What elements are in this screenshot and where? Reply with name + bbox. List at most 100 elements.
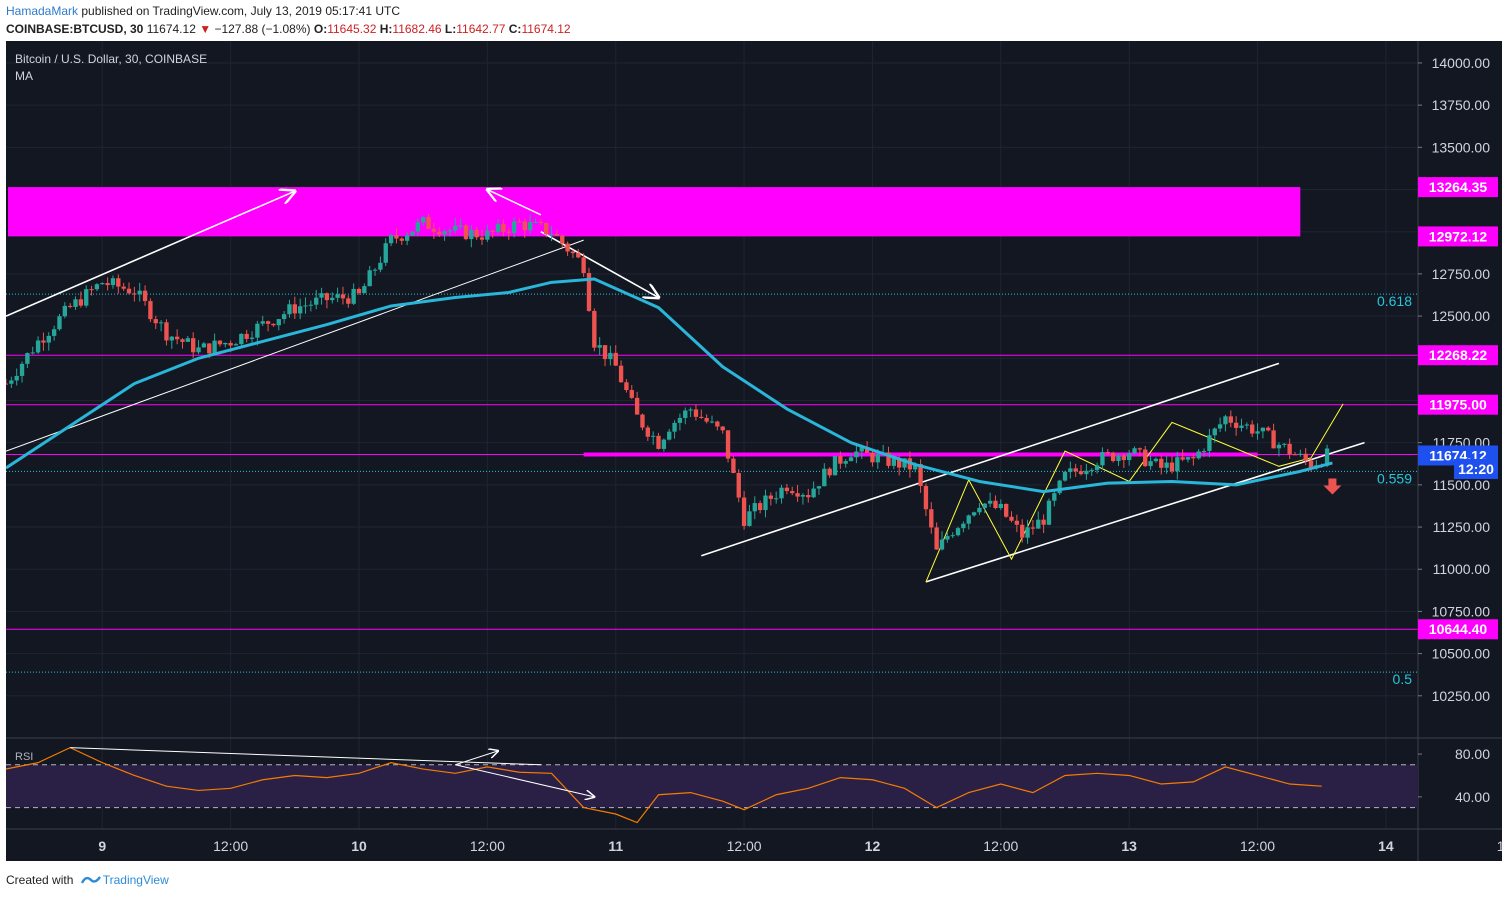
price-label: 11975.00	[1429, 397, 1487, 413]
candle-body	[506, 231, 511, 233]
candle-body	[1308, 460, 1314, 469]
candle-body	[281, 314, 287, 320]
candle-body	[1298, 453, 1303, 455]
chart-area[interactable]: 0.618 0.559 0.5 10250.00 10500.00 10750.00 11…	[6, 41, 1502, 861]
chart-svg[interactable]: 0.618 0.559 0.5 10250.00 10500.00 10750.00 11…	[6, 41, 1502, 861]
candle-body	[388, 235, 394, 244]
rsi-divergence-line	[70, 747, 541, 766]
candle-body	[827, 468, 832, 476]
candle-body	[1266, 427, 1271, 431]
close-label: C:	[508, 22, 522, 36]
candle-body	[704, 417, 709, 422]
candle-body	[634, 397, 640, 415]
rsi-line	[6, 746, 1322, 824]
candle-body	[196, 347, 201, 353]
candle-body	[89, 289, 94, 291]
candle-body	[1250, 424, 1255, 434]
legend-title: Bitcoin / U.S. Dollar, 30, COINBASE	[15, 52, 207, 66]
candle-body	[731, 458, 736, 473]
candle-body	[511, 221, 517, 233]
candle-body	[73, 299, 78, 307]
candle-body	[763, 495, 768, 511]
candle-body	[549, 234, 554, 236]
moving-average-line	[6, 277, 1333, 494]
candle-body	[324, 293, 330, 301]
candle-body	[688, 409, 693, 411]
candle-body	[1105, 452, 1110, 454]
candle-body	[1057, 480, 1062, 494]
candle-body	[683, 410, 688, 418]
candle-body	[501, 224, 506, 232]
candle-body	[1191, 457, 1196, 459]
candle-body	[629, 390, 634, 398]
candle-body	[158, 322, 164, 324]
candle-body	[169, 336, 174, 341]
down-arrow-icon: ▼	[199, 22, 212, 36]
candle-body	[982, 503, 987, 508]
candle-body	[164, 322, 169, 341]
candle-body	[741, 497, 747, 526]
candle-body	[100, 283, 105, 285]
author-link[interactable]: HamadaMark	[6, 4, 79, 18]
candle-body	[442, 231, 447, 235]
candle-body	[297, 306, 303, 314]
candle-body	[1137, 448, 1143, 450]
candle-body	[832, 456, 838, 476]
resistance-zone	[8, 187, 1301, 237]
candle-body	[6, 383, 9, 385]
candle-body	[757, 503, 763, 511]
close-value: 11674.12	[521, 22, 571, 36]
candle-body	[260, 321, 265, 324]
candle-body	[233, 344, 239, 346]
candle-body	[362, 286, 367, 294]
rsi-arrow-down	[455, 764, 594, 797]
candle-body	[1303, 453, 1308, 461]
price-label-bg	[1418, 619, 1498, 640]
rsi-label: RSI	[15, 751, 33, 763]
time-tick-label: 12:00	[1497, 838, 1502, 854]
candle-body	[768, 495, 774, 499]
legend-indicator: MA	[15, 69, 33, 83]
candle-body	[886, 452, 891, 466]
time-tick-label: 12:00	[213, 838, 248, 854]
candle-body	[1084, 470, 1089, 475]
candle-body	[897, 457, 902, 468]
candle-body	[795, 493, 800, 497]
candle-body	[624, 382, 629, 391]
rsi-arrow-up	[455, 751, 498, 766]
price-label-bg	[1418, 226, 1498, 247]
candle-body	[1089, 469, 1094, 471]
candle-body	[560, 235, 565, 244]
candle-body	[1276, 444, 1282, 449]
time-tick-label: 11	[608, 838, 623, 854]
candle-body	[1212, 428, 1217, 436]
candle-body	[677, 417, 683, 423]
candle-body	[618, 365, 624, 383]
candle-body	[35, 340, 41, 353]
candle-body	[1009, 516, 1014, 521]
candle-body	[94, 284, 100, 290]
rsi-tick-label: 80.00	[1455, 746, 1490, 762]
low-label: L:	[444, 22, 457, 36]
candle-body	[255, 323, 260, 338]
candle-body	[602, 345, 608, 360]
candle-body	[137, 290, 142, 295]
tradingview-brand-link[interactable]: TradingView	[102, 873, 169, 887]
price-label: 10644.40	[1429, 621, 1488, 637]
candle-body	[1239, 425, 1244, 428]
candle-body	[287, 304, 292, 315]
candle-body	[469, 229, 474, 240]
candle-body	[276, 319, 281, 326]
price-label-bg	[1418, 394, 1498, 415]
candle-body	[110, 278, 116, 286]
candle-body	[394, 235, 399, 239]
candle-body	[426, 217, 431, 229]
candle-body	[929, 509, 934, 528]
channel-lower-line	[925, 441, 1365, 583]
published-text: published on TradingView.com, July 13, 2…	[81, 4, 401, 18]
candle-body	[62, 305, 68, 317]
candle-body	[1244, 424, 1250, 426]
candle-body	[1287, 443, 1292, 455]
candle-body	[971, 512, 977, 516]
price-tick-label: 12750.00	[1432, 266, 1491, 282]
